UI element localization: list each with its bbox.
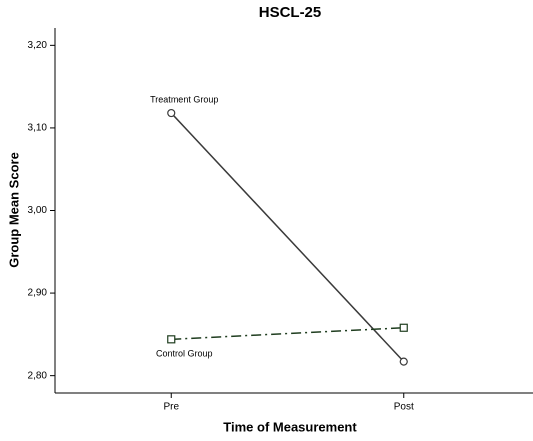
y-tick-label: 3,00 <box>28 205 48 216</box>
series-label: Control Group <box>156 349 213 359</box>
y-tick-label: 3,10 <box>28 123 48 134</box>
marker <box>399 357 408 366</box>
y-tick-label: 2,90 <box>28 288 48 299</box>
y-tick-label: 2,80 <box>28 370 48 381</box>
marker <box>167 108 176 118</box>
y-axis-label: Group Mean Score <box>6 152 21 268</box>
x-tick-label: Pre <box>163 402 179 413</box>
x-tick-label: Post <box>394 402 414 413</box>
marker <box>167 335 176 344</box>
x-axis-label: Time of Measurement <box>223 419 357 434</box>
series-label: Treatment Group <box>150 94 218 104</box>
marker <box>399 323 408 332</box>
series-line <box>170 112 405 363</box>
series-line <box>171 327 404 341</box>
chart-title: HSCL-25 <box>259 4 322 21</box>
y-tick-label: 3,20 <box>28 40 48 51</box>
